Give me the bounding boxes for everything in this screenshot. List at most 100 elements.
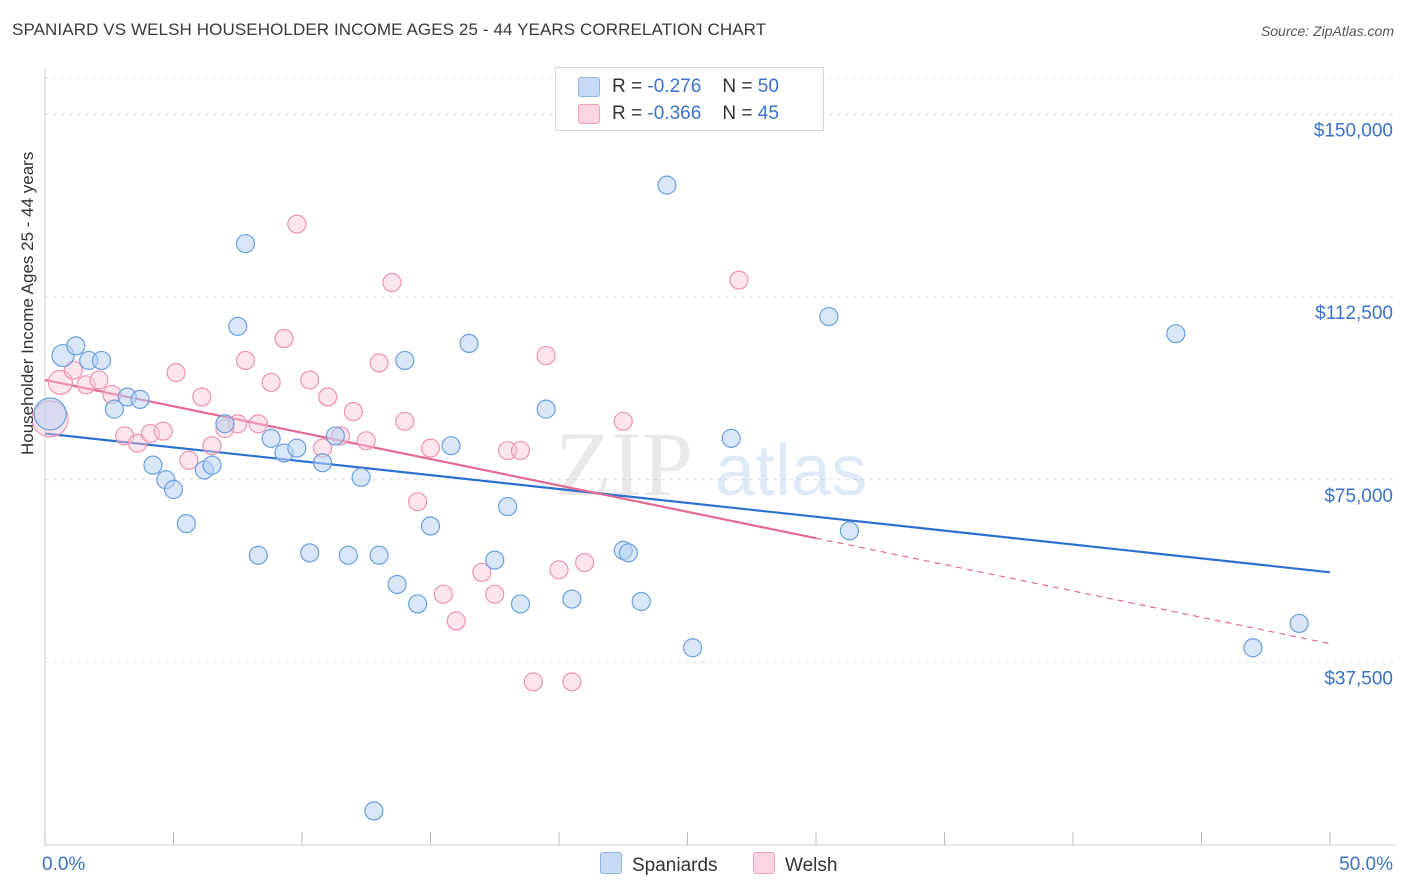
legend-n-value: 50 (757, 76, 779, 97)
welsh-point (549, 560, 569, 580)
spaniards-point (395, 350, 415, 371)
spaniards-point (420, 516, 441, 536)
spaniards-point (485, 550, 505, 570)
spaniards-point (300, 543, 320, 563)
x-tick-label: 0.0% (42, 854, 85, 875)
welsh-point (89, 370, 109, 390)
spaniards-point (683, 638, 703, 658)
welsh-point (261, 372, 281, 392)
spaniards-point (163, 479, 184, 500)
welsh-point (166, 363, 186, 383)
spaniards-point (1289, 613, 1309, 634)
y-tick-label: $150,000 (1314, 121, 1393, 142)
spaniards-point (618, 543, 638, 563)
watermark-atlas: atlas (715, 431, 867, 511)
welsh-point (287, 214, 307, 234)
bottom-legend-swatch-welsh (753, 852, 775, 874)
legend-swatch-spaniards (578, 77, 600, 97)
spaniards-point (104, 399, 124, 419)
welsh-point (318, 387, 338, 407)
welsh-point (382, 272, 402, 293)
spaniards-point (215, 414, 235, 434)
axes (44, 68, 1395, 846)
spaniards-point (235, 233, 256, 254)
welsh-point (420, 438, 441, 458)
spaniards-point (536, 399, 556, 419)
spaniards-point (839, 521, 860, 541)
spaniards-point (369, 545, 389, 565)
trend-lines (44, 378, 1331, 645)
bottom-legend-spaniards: Spaniards (600, 852, 718, 877)
spaniards-points (33, 175, 1309, 821)
correlation-legend: R = -0.276 N = 50 R = -0.366 N = 45 (555, 67, 824, 131)
spaniards-point (351, 467, 371, 487)
grid-lines (45, 77, 1395, 663)
spaniards-point (202, 455, 222, 475)
welsh-point (127, 433, 148, 453)
spaniards-point (441, 436, 461, 456)
spaniards-point (721, 428, 741, 448)
welsh-point (433, 584, 453, 604)
y-tick-label: $75,000 (1324, 486, 1393, 507)
welsh-point (369, 353, 389, 373)
spaniards-point (248, 545, 268, 565)
spaniards-point (408, 594, 428, 614)
legend-swatch-welsh (578, 104, 600, 124)
spaniards-point (1166, 324, 1186, 344)
welsh-point (575, 552, 595, 573)
spaniards-point (287, 438, 307, 458)
spaniards-point (364, 801, 384, 821)
bottom-legend-label-spaniards: Spaniards (632, 855, 718, 876)
trend-line-extension-welsh (815, 537, 1331, 645)
trend-line-spaniards (44, 432, 1331, 574)
spaniards-point (312, 453, 333, 473)
source-label: Source: ZipAtlas.com (1260, 23, 1394, 39)
spaniards-point (176, 513, 196, 534)
legend-n-value: 45 (757, 103, 779, 124)
tick-labels: $37,500 $75,000 $112,500 $150,000 0.0% 50.0% (42, 121, 1393, 875)
spaniards-point (33, 397, 67, 431)
welsh-point (202, 436, 222, 456)
y-axis-label: Householder Income Ages 25 - 44 years (18, 151, 37, 455)
welsh-point (192, 387, 212, 407)
welsh-point (153, 421, 173, 441)
bottom-legend-swatch-spaniards (600, 852, 622, 874)
y-tick-label: $37,500 (1324, 668, 1393, 689)
welsh-point (395, 411, 415, 431)
welsh-point (613, 411, 633, 431)
welsh-point (63, 360, 83, 380)
welsh-point (300, 370, 320, 390)
spaniards-point (387, 574, 407, 595)
y-tick-label: $112,500 (1315, 303, 1393, 324)
legend-n-label: N = (722, 76, 753, 97)
welsh-point (179, 450, 199, 470)
spaniards-point (1243, 638, 1263, 658)
welsh-point (729, 270, 749, 290)
x-tick-label: 50.0% (1339, 854, 1393, 875)
spaniards-point (91, 350, 112, 371)
spaniards-point (498, 496, 518, 517)
chart-title: SPANIARD VS WELSH HOUSEHOLDER INCOME AGE… (12, 20, 767, 39)
spaniards-point (819, 307, 839, 327)
spaniards-point (325, 426, 346, 446)
legend-r-label: R = (612, 76, 643, 97)
spaniards-point (510, 594, 531, 614)
spaniards-point (459, 333, 479, 354)
welsh-point (235, 350, 256, 371)
spaniards-point (228, 316, 248, 336)
legend-r-label: R = (612, 103, 643, 124)
welsh-point (274, 328, 294, 349)
trend-line-welsh (44, 378, 817, 540)
welsh-point (248, 414, 268, 434)
bottom-legend-label-welsh: Welsh (785, 855, 838, 876)
welsh-point (510, 440, 531, 461)
watermark: ZIP atlas (555, 413, 867, 515)
spaniards-point (657, 175, 677, 195)
spaniards-point (631, 591, 651, 612)
welsh-point (523, 672, 543, 692)
bottom-legend-welsh: Welsh (753, 852, 837, 877)
spaniards-point (66, 336, 86, 356)
welsh-point (408, 492, 428, 512)
spaniards-point (338, 545, 358, 565)
welsh-point (446, 611, 466, 631)
